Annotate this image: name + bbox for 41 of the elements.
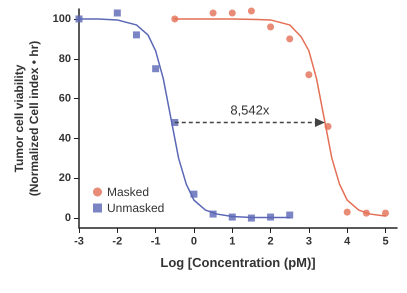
x-tick-label: -2 — [112, 236, 122, 248]
y-tick-label: 60 — [58, 92, 71, 105]
point — [382, 210, 390, 217]
x-tick-label: 2 — [268, 236, 274, 248]
point — [171, 15, 178, 22]
x-tick-label: -1 — [150, 236, 161, 248]
point — [228, 214, 236, 221]
point — [210, 210, 217, 218]
point — [286, 35, 294, 42]
point — [190, 190, 198, 198]
y-tick-label: 40 — [58, 132, 71, 144]
point — [248, 7, 255, 14]
point — [132, 31, 140, 38]
x-tick-label: -3 — [74, 236, 84, 248]
y-tick-label: 80 — [58, 52, 71, 65]
point — [76, 15, 82, 22]
point — [362, 210, 370, 217]
x-tick-label: 1 — [229, 236, 236, 248]
point — [344, 208, 351, 216]
y-tick-label: 100 — [52, 12, 71, 25]
point — [267, 214, 274, 221]
y-tick-label: 0 — [64, 212, 71, 224]
point — [267, 23, 274, 30]
x-tick-label: 4 — [344, 236, 352, 248]
x-axis-title: Log [Concentration (pM)] — [160, 255, 316, 270]
point — [114, 9, 121, 16]
x-tick-label: 3 — [306, 236, 312, 248]
point — [228, 9, 236, 16]
legend-label: Unmasked — [107, 201, 164, 215]
y-tick-label: 20 — [58, 172, 71, 184]
legend-label: Masked — [107, 185, 150, 199]
point — [152, 65, 160, 72]
point — [324, 122, 332, 130]
x-tick-label: 0 — [190, 236, 197, 248]
annotation: 8,542x — [230, 102, 270, 118]
y-axis-title: Tumor cell viability (Normalized Cell index • hr) — [12, 40, 42, 196]
x-tick-label: 5 — [382, 236, 389, 248]
point — [248, 214, 255, 222]
point — [305, 71, 312, 78]
point — [286, 212, 294, 219]
point — [210, 9, 217, 16]
